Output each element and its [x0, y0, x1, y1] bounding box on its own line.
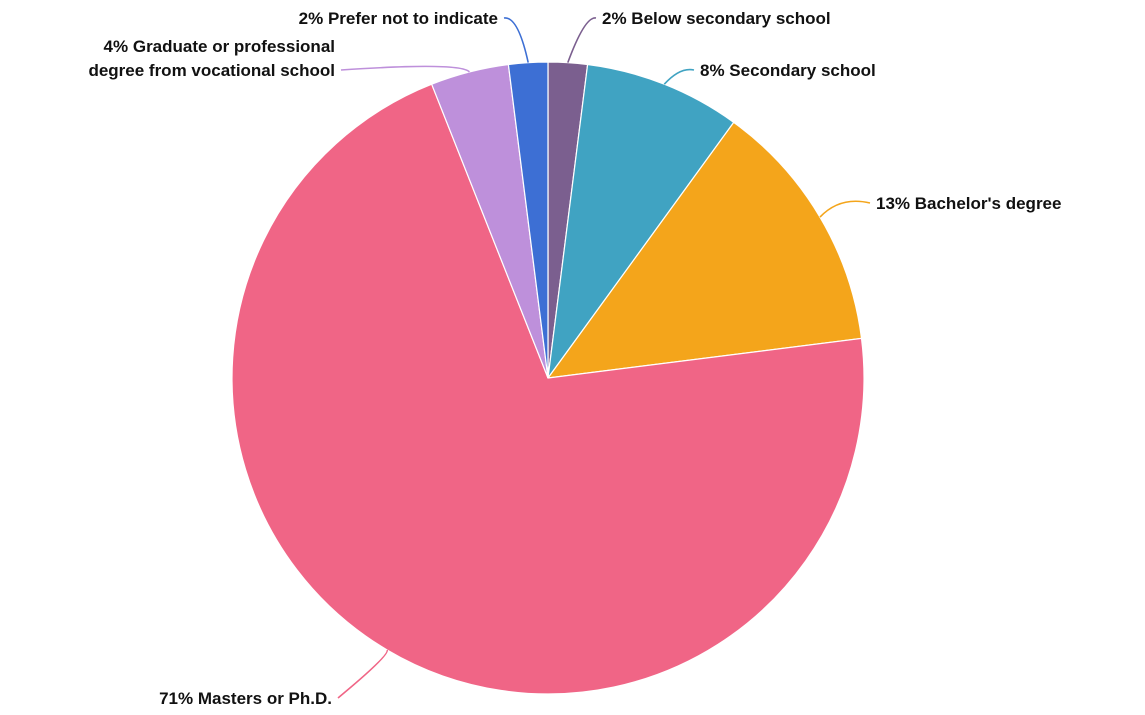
slice-label-graduate-or-professional-degree-from-vocational-school: 4% Graduate or professional degree from v…	[88, 37, 335, 80]
slice-label-line: 8% Secondary school	[700, 61, 876, 80]
leader-line-prefer-not-to-indicate	[503, 17, 529, 63]
leader-line-graduate-or-professional-degree-from-vocational-school	[340, 65, 470, 73]
slice-label-line: 4% Graduate or professional	[104, 37, 335, 56]
leader-line-below-secondary-school	[567, 17, 597, 63]
slice-label-line: degree from vocational school	[88, 61, 335, 80]
slice-label-line: 2% Prefer not to indicate	[299, 9, 498, 28]
slice-label-prefer-not-to-indicate: 2% Prefer not to indicate	[299, 9, 498, 28]
pie-slices	[231, 61, 865, 695]
leader-line-masters-or-ph-d	[337, 649, 388, 699]
leader-line-secondary-school	[663, 68, 695, 85]
slice-label-bachelor-s-degree: 13% Bachelor's degree	[876, 194, 1061, 213]
slice-label-line: 13% Bachelor's degree	[876, 194, 1061, 213]
slice-label-secondary-school: 8% Secondary school	[700, 61, 876, 80]
pie-slice-secondary-school	[547, 63, 735, 379]
pie-slice-prefer-not-to-indicate	[507, 61, 549, 379]
slice-labels: 2% Below secondary school 8% Secondary sc…	[88, 9, 1061, 708]
leader-line-bachelor-s-degree	[819, 200, 871, 218]
slice-label-line: 2% Below secondary school	[602, 9, 831, 28]
slice-label-line: 71% Masters or Ph.D.	[159, 689, 332, 708]
pie-slice-bachelor-s-degree	[546, 121, 863, 379]
leader-lines	[337, 17, 871, 699]
slice-label-below-secondary-school: 2% Below secondary school	[602, 9, 831, 28]
slice-label-masters-or-ph-d: 71% Masters or Ph.D.	[159, 689, 332, 708]
